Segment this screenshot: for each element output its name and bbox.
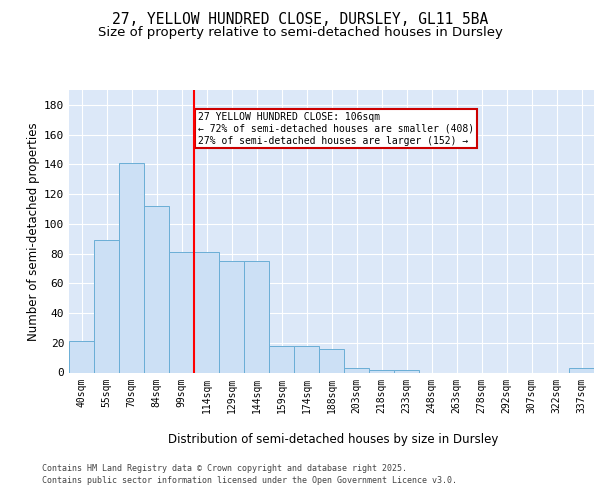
Y-axis label: Number of semi-detached properties: Number of semi-detached properties — [27, 122, 40, 340]
Bar — [169, 252, 194, 372]
Text: Contains HM Land Registry data © Crown copyright and database right 2025.: Contains HM Land Registry data © Crown c… — [42, 464, 407, 473]
Bar — [69, 342, 94, 372]
Bar — [394, 370, 419, 372]
Bar — [369, 370, 394, 372]
Bar — [269, 346, 294, 372]
Text: Contains public sector information licensed under the Open Government Licence v3: Contains public sector information licen… — [42, 476, 457, 485]
Bar — [569, 368, 594, 372]
Text: Size of property relative to semi-detached houses in Dursley: Size of property relative to semi-detach… — [98, 26, 502, 39]
Bar — [119, 163, 144, 372]
Text: Distribution of semi-detached houses by size in Dursley: Distribution of semi-detached houses by … — [168, 432, 498, 446]
Text: 27, YELLOW HUNDRED CLOSE, DURSLEY, GL11 5BA: 27, YELLOW HUNDRED CLOSE, DURSLEY, GL11 … — [112, 12, 488, 28]
Bar — [344, 368, 369, 372]
Bar — [319, 348, 344, 372]
Bar — [94, 240, 119, 372]
Text: 27 YELLOW HUNDRED CLOSE: 106sqm
← 72% of semi-detached houses are smaller (408)
: 27 YELLOW HUNDRED CLOSE: 106sqm ← 72% of… — [198, 112, 474, 146]
Bar — [244, 261, 269, 372]
Bar — [194, 252, 219, 372]
Bar — [219, 261, 244, 372]
Bar — [144, 206, 169, 372]
Bar — [294, 346, 319, 372]
